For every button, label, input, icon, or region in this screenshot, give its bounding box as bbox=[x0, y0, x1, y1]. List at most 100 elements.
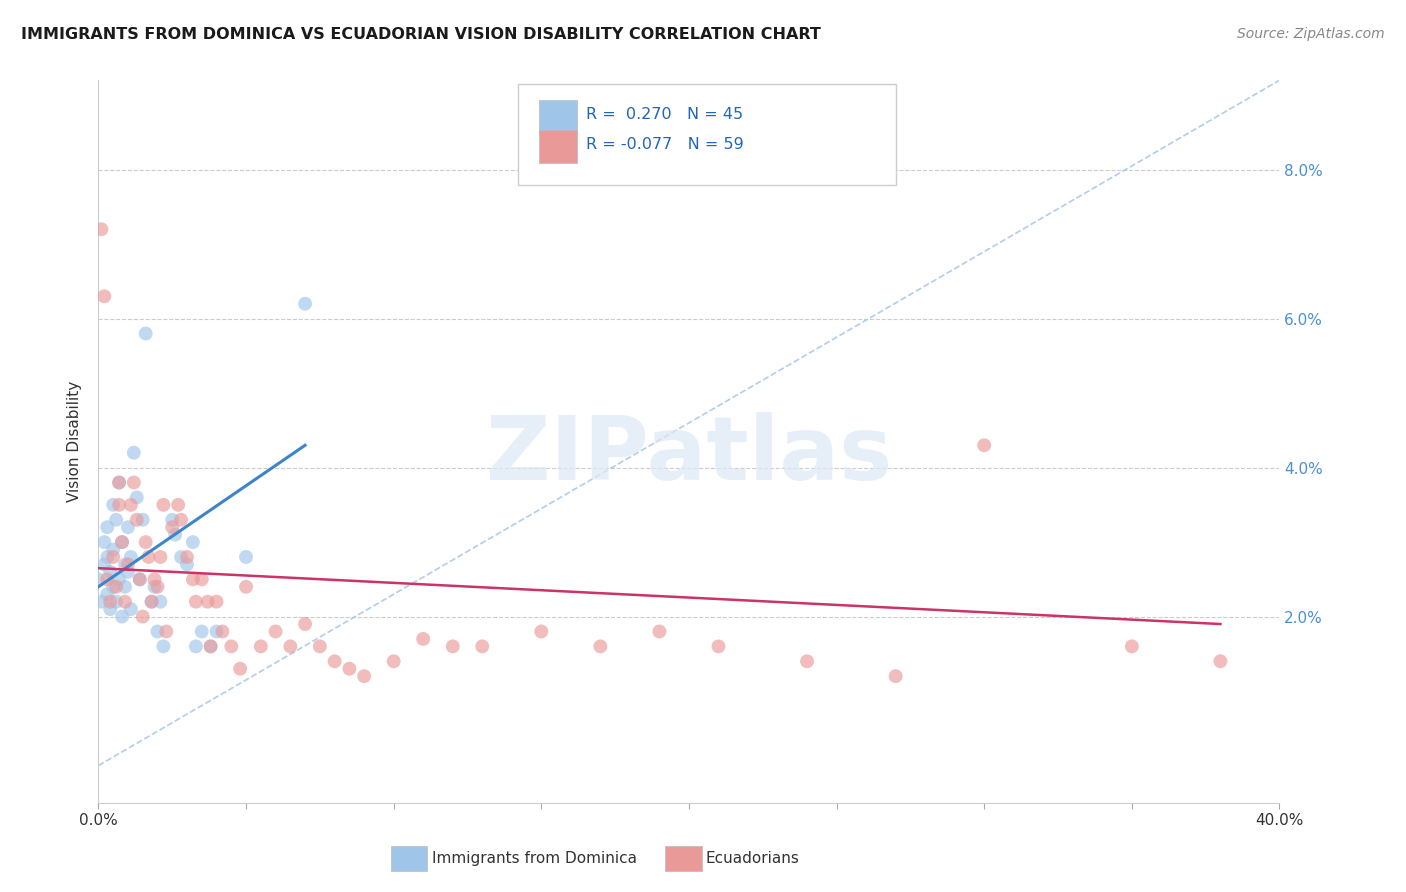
Point bbox=[135, 535, 157, 549]
Point bbox=[152, 640, 174, 654]
Point bbox=[184, 640, 207, 654]
Point bbox=[280, 640, 302, 654]
Point bbox=[93, 558, 115, 572]
Point bbox=[323, 654, 346, 668]
Point bbox=[111, 609, 134, 624]
FancyBboxPatch shape bbox=[538, 100, 576, 133]
Point bbox=[146, 580, 169, 594]
Point bbox=[120, 549, 142, 564]
Point bbox=[108, 475, 131, 490]
Point bbox=[707, 640, 730, 654]
Point bbox=[105, 513, 128, 527]
Text: R =  0.270   N = 45: R = 0.270 N = 45 bbox=[586, 107, 744, 121]
Point bbox=[96, 520, 118, 534]
Point bbox=[103, 498, 125, 512]
Point bbox=[122, 446, 145, 460]
Point bbox=[353, 669, 375, 683]
Point bbox=[111, 535, 134, 549]
Point bbox=[200, 640, 222, 654]
Point bbox=[162, 520, 183, 534]
Point bbox=[235, 580, 257, 594]
Point bbox=[141, 595, 163, 609]
Point bbox=[205, 624, 228, 639]
Point bbox=[98, 565, 121, 579]
Point bbox=[143, 572, 166, 586]
Point bbox=[105, 580, 128, 594]
Text: Immigrants from Dominica: Immigrants from Dominica bbox=[432, 852, 637, 866]
Point bbox=[382, 654, 405, 668]
Point bbox=[1121, 640, 1143, 654]
Point bbox=[165, 527, 187, 541]
Point bbox=[412, 632, 434, 646]
Point bbox=[200, 640, 222, 654]
Y-axis label: Vision Disability: Vision Disability bbox=[67, 381, 83, 502]
Point bbox=[197, 595, 219, 609]
Point bbox=[294, 617, 316, 632]
Point bbox=[135, 326, 157, 341]
Point bbox=[339, 662, 361, 676]
Point bbox=[132, 513, 155, 527]
Point bbox=[93, 289, 115, 303]
Point bbox=[138, 549, 160, 564]
Point bbox=[87, 572, 110, 586]
Point bbox=[176, 549, 198, 564]
Point bbox=[211, 624, 233, 639]
Point bbox=[103, 542, 125, 557]
Point bbox=[125, 513, 148, 527]
Point bbox=[162, 513, 183, 527]
Point bbox=[973, 438, 995, 452]
Point bbox=[128, 572, 150, 586]
Point bbox=[191, 572, 214, 586]
Point bbox=[648, 624, 671, 639]
Point bbox=[149, 549, 172, 564]
Point bbox=[149, 595, 172, 609]
Point bbox=[184, 595, 207, 609]
Point bbox=[181, 535, 204, 549]
Point bbox=[143, 580, 166, 594]
Point bbox=[114, 595, 136, 609]
Point bbox=[229, 662, 252, 676]
Point bbox=[471, 640, 494, 654]
Point bbox=[96, 587, 118, 601]
Point bbox=[117, 520, 139, 534]
Point bbox=[152, 498, 174, 512]
Point bbox=[90, 222, 112, 236]
Point bbox=[96, 549, 118, 564]
Point bbox=[155, 624, 177, 639]
Point bbox=[796, 654, 818, 668]
Point bbox=[125, 491, 148, 505]
Point bbox=[103, 549, 125, 564]
Point bbox=[98, 602, 121, 616]
Point bbox=[120, 498, 142, 512]
Point bbox=[96, 572, 118, 586]
Point bbox=[90, 595, 112, 609]
Point bbox=[132, 609, 155, 624]
Point bbox=[589, 640, 612, 654]
Point bbox=[108, 498, 131, 512]
Point bbox=[250, 640, 273, 654]
Point bbox=[105, 595, 128, 609]
Point bbox=[108, 475, 131, 490]
Point bbox=[117, 565, 139, 579]
Point bbox=[108, 572, 131, 586]
Text: R = -0.077   N = 59: R = -0.077 N = 59 bbox=[586, 137, 744, 152]
Text: Ecuadorians: Ecuadorians bbox=[706, 852, 800, 866]
FancyBboxPatch shape bbox=[538, 130, 576, 163]
Point bbox=[884, 669, 907, 683]
Point bbox=[170, 549, 193, 564]
Point bbox=[111, 535, 134, 549]
Point bbox=[167, 498, 190, 512]
Point bbox=[441, 640, 464, 654]
Point bbox=[114, 558, 136, 572]
Point bbox=[117, 558, 139, 572]
Point bbox=[205, 595, 228, 609]
Point bbox=[235, 549, 257, 564]
Point bbox=[530, 624, 553, 639]
Point bbox=[181, 572, 204, 586]
Text: Source: ZipAtlas.com: Source: ZipAtlas.com bbox=[1237, 27, 1385, 41]
Point bbox=[221, 640, 243, 654]
Text: IMMIGRANTS FROM DOMINICA VS ECUADORIAN VISION DISABILITY CORRELATION CHART: IMMIGRANTS FROM DOMINICA VS ECUADORIAN V… bbox=[21, 27, 821, 42]
FancyBboxPatch shape bbox=[517, 84, 896, 185]
Point bbox=[1209, 654, 1232, 668]
Point bbox=[122, 475, 145, 490]
